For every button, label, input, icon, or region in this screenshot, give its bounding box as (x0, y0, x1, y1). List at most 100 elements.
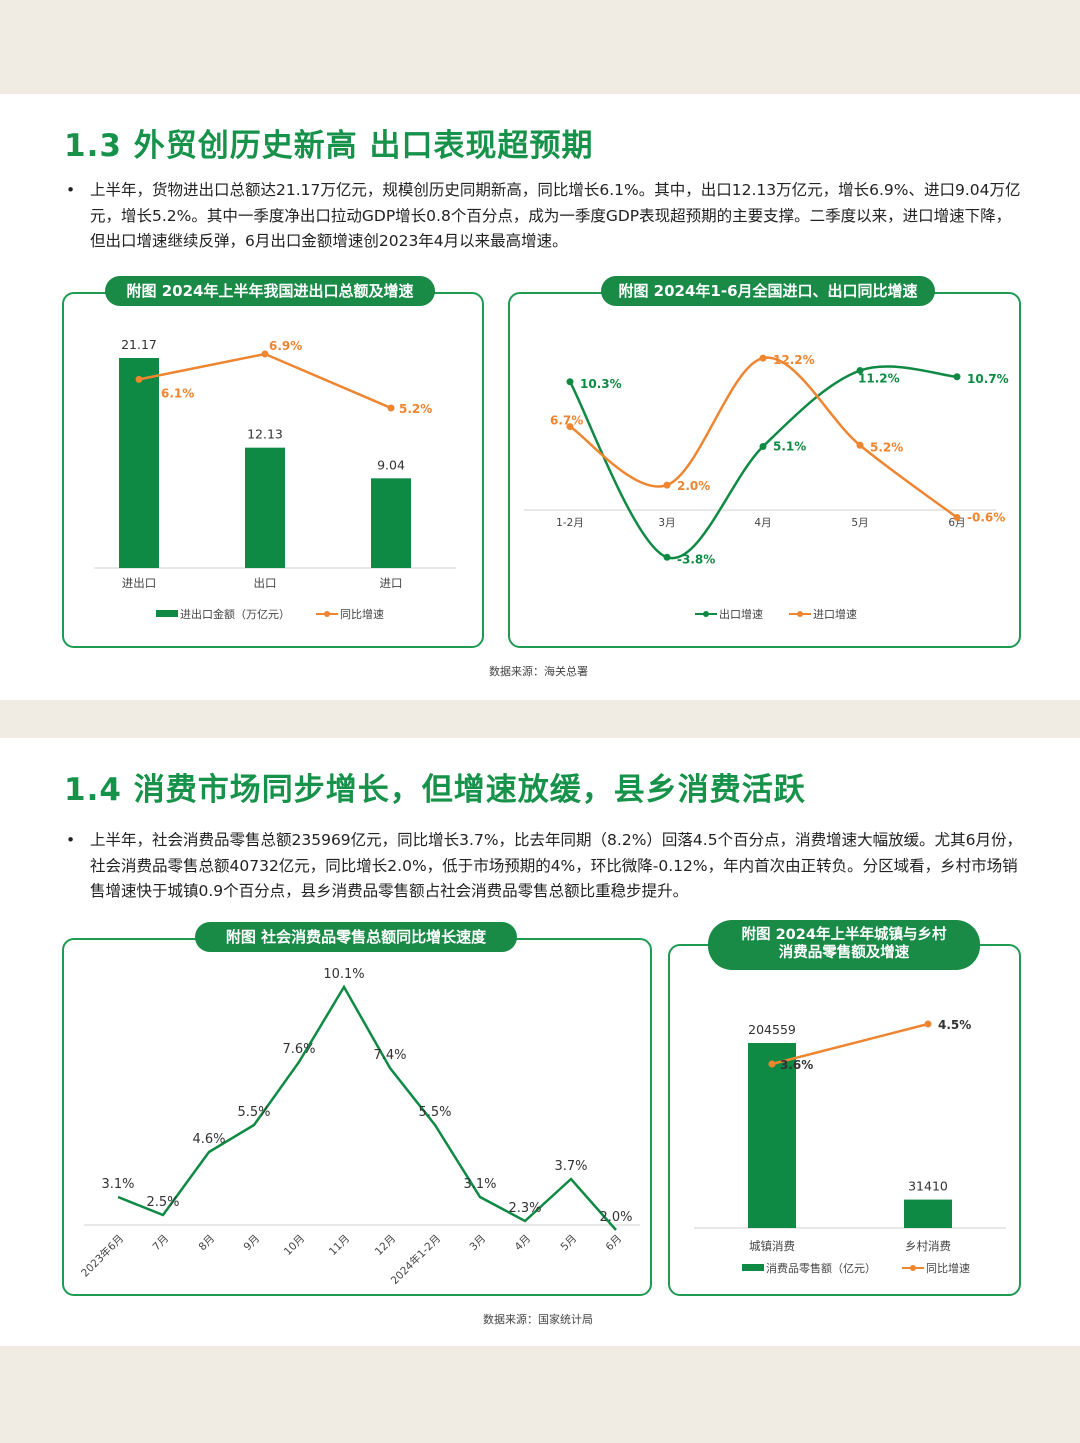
line-point (759, 354, 767, 362)
growth-point (261, 350, 269, 358)
category-label: 10月 (282, 1233, 307, 1258)
chart-card-monthly: 1-2月 3月 4月 5月 6月 10.3% -3.8% 5.1% 11.2% 10.7% 6.7%… (508, 292, 1021, 648)
category-label: 6月 (603, 1233, 624, 1254)
point-label: 2.0% (599, 1210, 632, 1225)
chart-title-line-1: 附图 2024年上半年城镇与乡村 (741, 927, 947, 943)
legend-marker (324, 611, 330, 617)
line-point (759, 443, 767, 451)
chart-monthly: 1-2月 3月 4月 5月 6月 10.3% -3.8% 5.1% 11.2% 10.7% 6.7%… (524, 353, 1009, 621)
bar-label: 12.13 (247, 427, 283, 442)
growth-point (135, 375, 143, 383)
line-point (856, 441, 864, 449)
category-label: 8月 (196, 1233, 217, 1254)
line-point (663, 481, 671, 489)
chart-card-trade: 21.17 进出口 12.13 出口 9.04 进口 6.1% 6.9% 5.2% 进出口金额（万… (62, 292, 484, 648)
legend-swatch (156, 610, 178, 617)
point-label: 7.4% (373, 1048, 406, 1063)
point-label: 3.1% (463, 1177, 496, 1192)
bullet: • (66, 181, 76, 199)
growth-label: 3.6% (780, 1058, 813, 1072)
bar-label: 21.17 (121, 337, 157, 352)
section-paragraph: • 上半年，社会消费品零售总额235969亿元，同比增长3.7%，比去年同期（8… (66, 828, 1026, 905)
line-point (856, 367, 864, 375)
section-trade: 1.3 外贸创历史新高 出口表现超预期 • 上半年，货物进出口总额达21.17万… (0, 94, 1080, 700)
category-label: 6月 (948, 517, 965, 529)
chart-title-line-2: 消费品零售额及增速 (778, 945, 910, 961)
category-label: 3月 (658, 517, 675, 529)
section-title: 1.3 外贸创历史新高 出口表现超预期 (64, 128, 594, 164)
bar (245, 447, 285, 568)
retail-line (117, 984, 617, 1231)
bar-label: 9.04 (377, 457, 405, 472)
point-label: 4.6% (192, 1132, 225, 1147)
section-title: 1.4 消费市场同步增长，但增速放缓，县乡消费活跃 (64, 772, 806, 808)
chart-title-retail: 附图 社会消费品零售总额同比增长速度 (195, 922, 517, 952)
point-label: 7.6% (282, 1042, 315, 1057)
category-label: 进口 (380, 576, 403, 590)
legend-label: 出口增速 (719, 607, 763, 621)
chart-title-urban: 附图 2024年上半年城镇与乡村 消费品零售额及增速 (708, 920, 980, 970)
data-source: 数据来源：国家统计局 (483, 1313, 593, 1326)
growth-label: 4.5% (938, 1018, 971, 1032)
legend-label: 同比增速 (926, 1261, 970, 1275)
growth-label: 5.2% (399, 402, 432, 416)
point-label: 5.2% (870, 440, 903, 454)
bar (119, 358, 159, 568)
legend-marker (910, 1265, 916, 1271)
point-label: -3.8% (677, 552, 715, 566)
category-label: 乡村消费 (905, 1239, 951, 1253)
category-label: 3月 (467, 1233, 488, 1254)
growth-label: 6.9% (269, 339, 302, 353)
chart-title-monthly: 附图 2024年1-6月全国进口、出口同比增速 (601, 276, 935, 306)
chart-card-retail: 3.1% 2023年6月 2.5% 7月 4.6% 8月 5.5% 9月 7.6% 10月 10.1… (62, 938, 652, 1296)
point-label: 6.7% (550, 414, 583, 428)
category-label: 4月 (754, 517, 771, 529)
point-label: 10.1% (323, 967, 364, 982)
category-label: 4月 (512, 1233, 533, 1254)
category-label: 12月 (373, 1233, 398, 1258)
paragraph-text: 上半年，社会消费品零售总额235969亿元，同比增长3.7%，比去年同期（8.2… (90, 831, 1022, 900)
category-label: 1-2月 (556, 517, 584, 529)
growth-point (387, 404, 395, 412)
growth-line (771, 1022, 929, 1066)
category-label: 11月 (327, 1233, 352, 1258)
data-source: 数据来源：海关总署 (489, 665, 588, 678)
bullet: • (66, 831, 76, 849)
line-point (566, 378, 574, 386)
chart-card-urban: 204559 城镇消费 31410 乡村消费 3.6% 4.5% 消费品零售额（亿元） 同比增… (668, 944, 1021, 1296)
point-label: 12.2% (773, 353, 815, 367)
point-label: -0.6% (967, 510, 1005, 524)
section-consumption: 1.4 消费市场同步增长，但增速放缓，县乡消费活跃 • 上半年，社会消费品零售总… (0, 738, 1080, 1346)
point-label: 11.2% (858, 372, 900, 386)
category-label: 5月 (558, 1233, 579, 1254)
point-label: 5.5% (418, 1105, 451, 1120)
category-label: 7月 (150, 1233, 171, 1254)
point-label: 10.3% (580, 377, 622, 391)
category-label: 进出口 (122, 576, 157, 590)
legend-label: 同比增速 (340, 607, 384, 621)
paragraph-text: 上半年，货物进出口总额达21.17万亿元，规模创历史同期新高，同比增长6.1%。… (90, 181, 1021, 250)
legend-label: 进口增速 (813, 607, 857, 621)
point-label: 3.1% (101, 1177, 134, 1192)
bar (904, 1199, 952, 1228)
chart-urban: 204559 城镇消费 31410 乡村消费 3.6% 4.5% 消费品零售额（亿元） 同比增… (694, 1018, 1006, 1275)
line-point (663, 553, 671, 561)
growth-point (768, 1060, 776, 1068)
export-line (568, 365, 958, 560)
growth-point (924, 1020, 932, 1028)
line-point (953, 373, 961, 381)
chart-trade: 21.17 进出口 12.13 出口 9.04 进口 6.1% 6.9% 5.2% 进出口金额（万… (94, 337, 456, 621)
chart-retail: 3.1% 2023年6月 2.5% 7月 4.6% 8月 5.5% 9月 7.6% 10月 10.1… (78, 967, 640, 1287)
line-point (566, 423, 574, 431)
point-label: 5.5% (237, 1105, 270, 1120)
point-label: 2.0% (677, 479, 710, 493)
chart-title-trade: 附图 2024年上半年我国进出口总额及增速 (105, 276, 435, 306)
bar (371, 478, 411, 568)
line-point (953, 513, 961, 521)
bar-label: 31410 (908, 1179, 948, 1194)
point-label: 3.7% (554, 1159, 587, 1174)
legend-label: 进出口金额（万亿元） (180, 607, 290, 621)
legend-label: 消费品零售额（亿元） (766, 1261, 876, 1275)
category-label: 城镇消费 (749, 1239, 795, 1253)
category-label: 9月 (241, 1233, 262, 1254)
